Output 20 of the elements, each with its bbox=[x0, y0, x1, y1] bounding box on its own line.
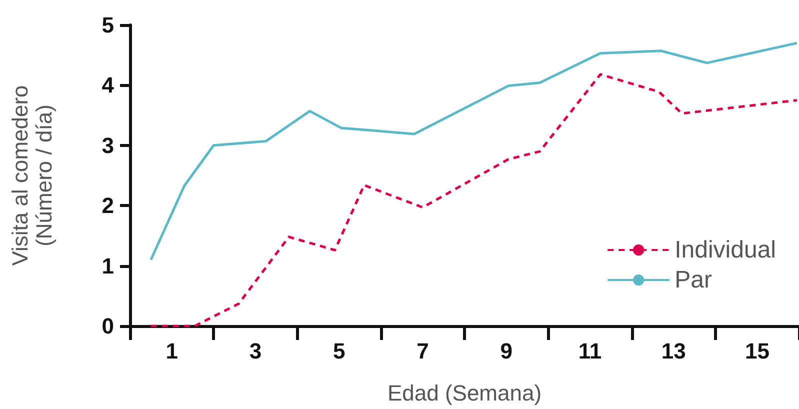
legend-label: Individual bbox=[674, 236, 776, 264]
x-tick-label: 9 bbox=[500, 338, 512, 364]
x-tick-label: 7 bbox=[416, 338, 429, 364]
y-tick-label: 2 bbox=[102, 193, 114, 218]
legend-label: Par bbox=[674, 266, 712, 294]
y-axis-title: Visita al comedero (Número / día) bbox=[8, 85, 56, 266]
x-tick-label: 3 bbox=[249, 338, 262, 364]
y-tick-label: 3 bbox=[102, 132, 114, 158]
x-tick-label: 13 bbox=[661, 338, 686, 364]
y-tick-label: 1 bbox=[102, 253, 114, 278]
x-tick-label: 5 bbox=[332, 338, 346, 364]
y-tick-label: 5 bbox=[102, 12, 114, 38]
x-tick-label: 15 bbox=[744, 338, 770, 364]
x-tick-label: 11 bbox=[578, 338, 602, 364]
y-tick-label: 0 bbox=[102, 314, 114, 338]
line-series bbox=[150, 42, 798, 262]
x-tick-label: 1 bbox=[166, 338, 178, 364]
x-axis-title: Edad (Semana) bbox=[387, 380, 542, 406]
line-series bbox=[150, 73, 798, 328]
y-tick-label: 4 bbox=[102, 72, 115, 98]
